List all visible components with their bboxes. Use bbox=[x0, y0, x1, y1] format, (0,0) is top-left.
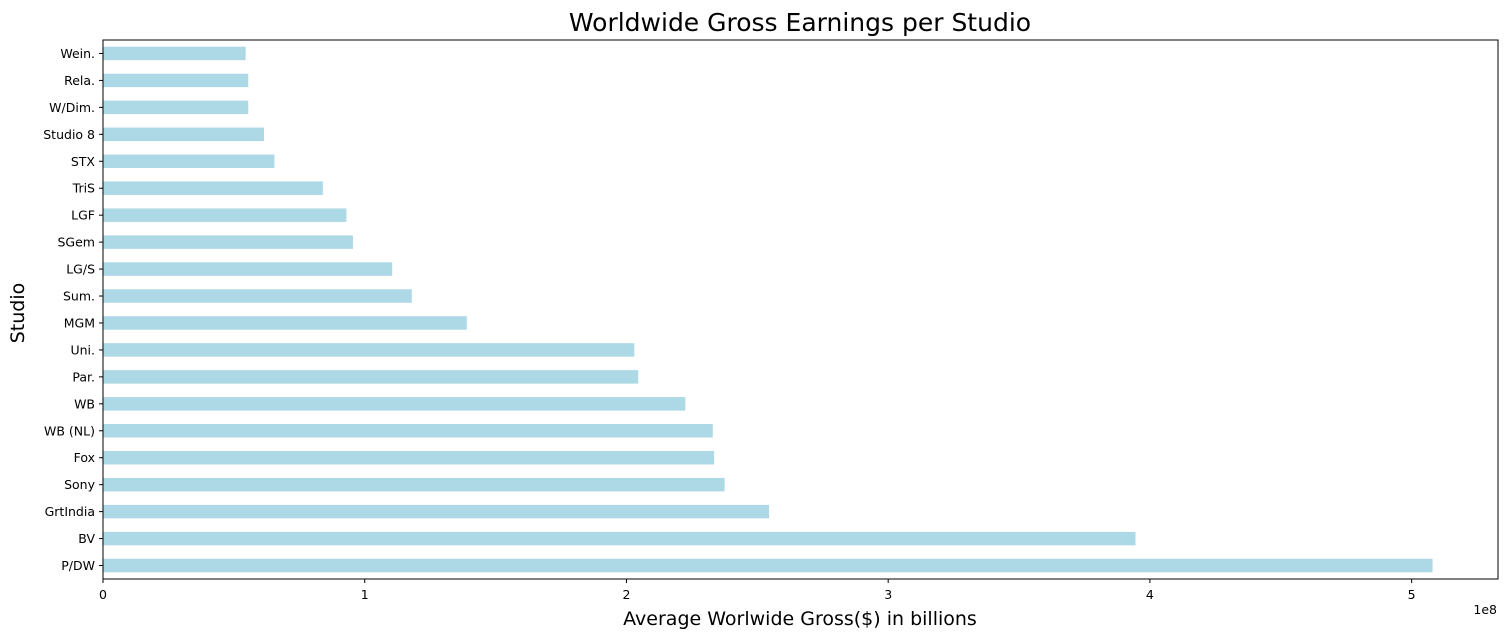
chart-title: Worldwide Gross Earnings per Studio bbox=[569, 8, 1031, 37]
bar-grtindia bbox=[103, 504, 770, 519]
y-tick-label: WB bbox=[74, 396, 95, 411]
y-tick-label: Par. bbox=[72, 369, 95, 384]
x-tick-label: 2 bbox=[622, 587, 630, 602]
y-tick-label: LGF bbox=[71, 208, 95, 223]
bar-tris bbox=[103, 181, 323, 195]
bar-bv bbox=[103, 531, 1136, 546]
bar-sony bbox=[103, 477, 725, 492]
bar-lg-s bbox=[103, 262, 393, 276]
y-tick-label: P/DW bbox=[61, 558, 95, 573]
bar-wein bbox=[103, 46, 246, 61]
y-tick-label: LG/S bbox=[66, 262, 95, 277]
y-tick-label: WB (NL) bbox=[44, 423, 95, 438]
x-tick-label: 5 bbox=[1408, 587, 1416, 602]
y-tick-label: Studio 8 bbox=[43, 127, 95, 142]
y-axis-title: Studio bbox=[7, 283, 29, 344]
y-tick-label: TriS bbox=[72, 181, 95, 196]
bar-sgem bbox=[103, 235, 353, 249]
bar-sum bbox=[103, 289, 412, 303]
bar-studio-8 bbox=[103, 127, 264, 142]
bar-wb-nl bbox=[103, 424, 713, 438]
x-axis-title: Average Worlwide Gross($) in billions bbox=[623, 608, 977, 630]
x-tick-label: 0 bbox=[99, 587, 107, 602]
bar-p-dw bbox=[103, 558, 1433, 573]
y-tick-label: BV bbox=[78, 531, 95, 546]
bar-stx bbox=[103, 154, 275, 169]
bar-uni bbox=[103, 343, 635, 357]
bar-w-dim bbox=[103, 100, 249, 115]
bar-rela bbox=[103, 73, 249, 88]
y-tick-label: W/Dim. bbox=[49, 100, 95, 115]
plot-frame bbox=[102, 39, 1499, 580]
x-axis-offset-label: 1e8 bbox=[1473, 602, 1497, 617]
plot-area: Wein. Rela. W/Dim. Studio 8 STX TriS LGF SGem LG… bbox=[43, 39, 1499, 602]
bar-lgf bbox=[103, 208, 347, 222]
x-tick-label: 1 bbox=[361, 587, 369, 602]
y-tick-label: SGem bbox=[58, 235, 96, 250]
y-tick-label: Sony bbox=[64, 477, 96, 492]
bar-fox bbox=[103, 450, 715, 465]
y-tick-label: Rela. bbox=[64, 73, 95, 88]
y-tick-label: Sum. bbox=[63, 289, 95, 304]
x-tick-label: 3 bbox=[884, 587, 892, 602]
y-tick-label: STX bbox=[71, 154, 96, 169]
y-tick-label: Fox bbox=[74, 450, 95, 465]
x-tick-label: 4 bbox=[1146, 587, 1154, 602]
bar-mgm bbox=[103, 316, 467, 330]
bar-par bbox=[103, 370, 639, 384]
y-tick-label: MGM bbox=[64, 315, 95, 330]
y-tick-label: GrtIndia bbox=[45, 504, 95, 519]
bar-wb bbox=[103, 397, 686, 411]
y-tick-label: Wein. bbox=[60, 46, 95, 61]
y-tick-label: Uni. bbox=[70, 342, 95, 357]
